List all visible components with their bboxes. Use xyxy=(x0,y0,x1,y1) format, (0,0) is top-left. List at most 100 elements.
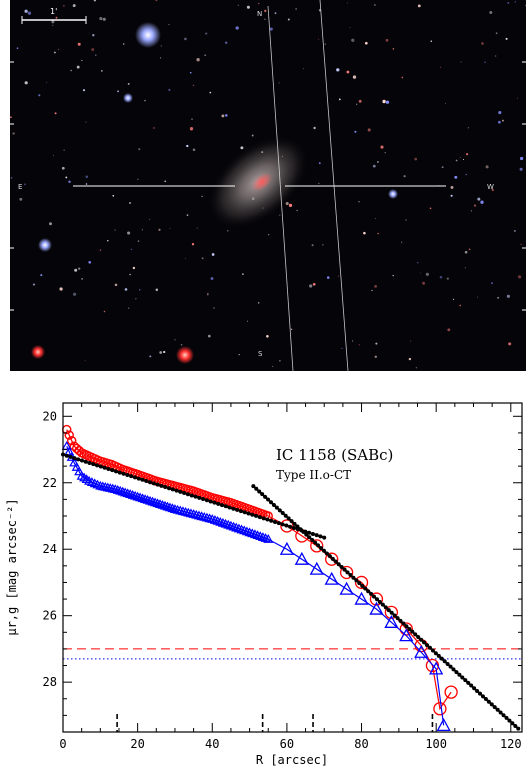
point-g xyxy=(241,526,252,536)
star xyxy=(480,200,484,204)
star xyxy=(287,18,290,21)
star xyxy=(380,145,384,149)
star xyxy=(155,288,159,292)
star xyxy=(174,339,176,341)
star xyxy=(81,60,83,62)
star xyxy=(23,183,26,186)
fit-point-inner xyxy=(148,480,153,485)
fit-point-inner xyxy=(144,478,149,483)
point-g xyxy=(225,520,236,530)
point-g xyxy=(223,519,234,529)
fit-point-outer xyxy=(330,556,335,561)
fit-point-outer xyxy=(339,564,344,569)
point-r xyxy=(64,430,74,440)
point-g xyxy=(231,522,242,532)
fit-point-inner xyxy=(246,511,251,516)
star xyxy=(279,214,281,216)
fit-point-outer xyxy=(433,651,438,656)
point-g xyxy=(196,511,207,521)
star xyxy=(505,37,508,40)
fit-point-outer xyxy=(277,508,282,513)
fit-point-outer xyxy=(310,537,315,542)
fit-point-inner xyxy=(110,468,115,473)
fit-point-inner xyxy=(250,512,255,517)
star xyxy=(59,287,63,291)
fit-point-outer xyxy=(463,678,468,683)
star xyxy=(130,248,132,250)
fit-point-inner xyxy=(159,483,164,488)
point-g xyxy=(142,494,153,504)
point-g xyxy=(172,504,183,514)
star xyxy=(92,34,95,37)
star xyxy=(415,367,417,369)
star xyxy=(506,294,511,298)
star xyxy=(129,273,131,276)
star xyxy=(225,41,228,44)
star xyxy=(374,218,376,219)
star xyxy=(211,253,215,256)
point-g xyxy=(137,493,148,503)
fit-point-outer xyxy=(407,626,412,631)
star xyxy=(450,194,453,197)
fit-point-inner xyxy=(125,472,130,477)
star xyxy=(117,90,120,93)
star xyxy=(372,164,376,168)
star xyxy=(76,65,80,69)
compass-east-label: E xyxy=(18,183,22,191)
star xyxy=(101,70,103,72)
frame-edge-ticks xyxy=(10,61,526,311)
fit-point-inner xyxy=(216,501,221,506)
fit-point-inner xyxy=(254,513,259,518)
star xyxy=(463,159,464,160)
surface-brightness-plot: 0 20 40 60 80 100 120 20 22 24 26 28 IC 1158 (SABc)… xyxy=(5,402,523,767)
star xyxy=(264,9,267,13)
star xyxy=(266,335,269,338)
star xyxy=(269,27,273,31)
point-g xyxy=(201,512,212,522)
star xyxy=(192,148,196,152)
star xyxy=(189,127,194,131)
star xyxy=(153,127,155,129)
star xyxy=(258,302,260,304)
star xyxy=(63,5,65,7)
star xyxy=(318,182,320,185)
star xyxy=(450,185,454,189)
star xyxy=(481,42,484,45)
point-g xyxy=(193,510,204,520)
point-g xyxy=(69,457,80,467)
star xyxy=(238,353,240,356)
fit-point-inner xyxy=(231,506,236,511)
point-g xyxy=(217,517,228,527)
star xyxy=(185,257,187,259)
star xyxy=(82,89,86,92)
star xyxy=(127,82,130,85)
fit-point-outer xyxy=(513,723,518,728)
fit-point-outer xyxy=(319,546,324,551)
fit-point-inner xyxy=(167,486,172,491)
fit-point-outer xyxy=(377,599,382,604)
fit-point-inner xyxy=(291,525,296,530)
star xyxy=(70,69,73,72)
star xyxy=(296,209,298,211)
star xyxy=(422,281,426,285)
fit-point-outer xyxy=(472,686,477,691)
fit-point-outer xyxy=(386,608,391,613)
star xyxy=(441,166,444,169)
star xyxy=(455,159,458,162)
fit-point-inner xyxy=(140,477,145,482)
chart-subtitle: Type II.o-CT xyxy=(276,468,351,482)
star xyxy=(447,328,451,332)
chart-title: IC 1158 (SABc) xyxy=(276,446,393,464)
point-g xyxy=(252,530,263,540)
star xyxy=(129,202,131,204)
fit-point-inner xyxy=(318,534,323,539)
fit-point-inner xyxy=(288,524,293,529)
star xyxy=(122,43,125,45)
star xyxy=(85,175,89,179)
fit-point-outer xyxy=(372,594,377,599)
fit-point-inner xyxy=(257,515,262,520)
axis-ticks: 0 20 40 60 80 100 120 20 22 24 26 28 xyxy=(43,403,522,751)
fit-point-outer xyxy=(466,680,471,685)
star xyxy=(459,304,462,307)
star xyxy=(268,234,270,236)
